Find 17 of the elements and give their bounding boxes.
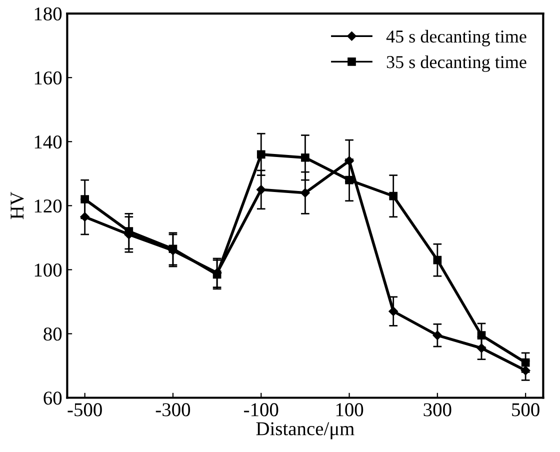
legend-label: 45 s decanting time: [386, 30, 526, 46]
x-tick-label: 300: [424, 403, 452, 416]
y-tick-label: 180: [34, 7, 62, 20]
x-tick-label: 100: [336, 403, 364, 416]
y-tick-label: 120: [34, 199, 62, 213]
x-axis-title: Distance/μm: [256, 422, 354, 440]
x-tick-label: -500: [68, 403, 102, 416]
x-tick-label: 500: [512, 403, 540, 416]
y-tick-label: 160: [34, 71, 62, 85]
legend-label: 35 s decanting time: [386, 55, 526, 72]
y-axis-title: HV: [10, 192, 24, 220]
y-tick-label: 60: [44, 392, 62, 405]
x-tick-label: -100: [244, 403, 278, 416]
x-tick-label: -300: [156, 403, 190, 416]
y-tick-label: 140: [34, 135, 62, 149]
y-tick-label: 80: [44, 328, 62, 341]
y-tick-label: 100: [34, 264, 62, 277]
